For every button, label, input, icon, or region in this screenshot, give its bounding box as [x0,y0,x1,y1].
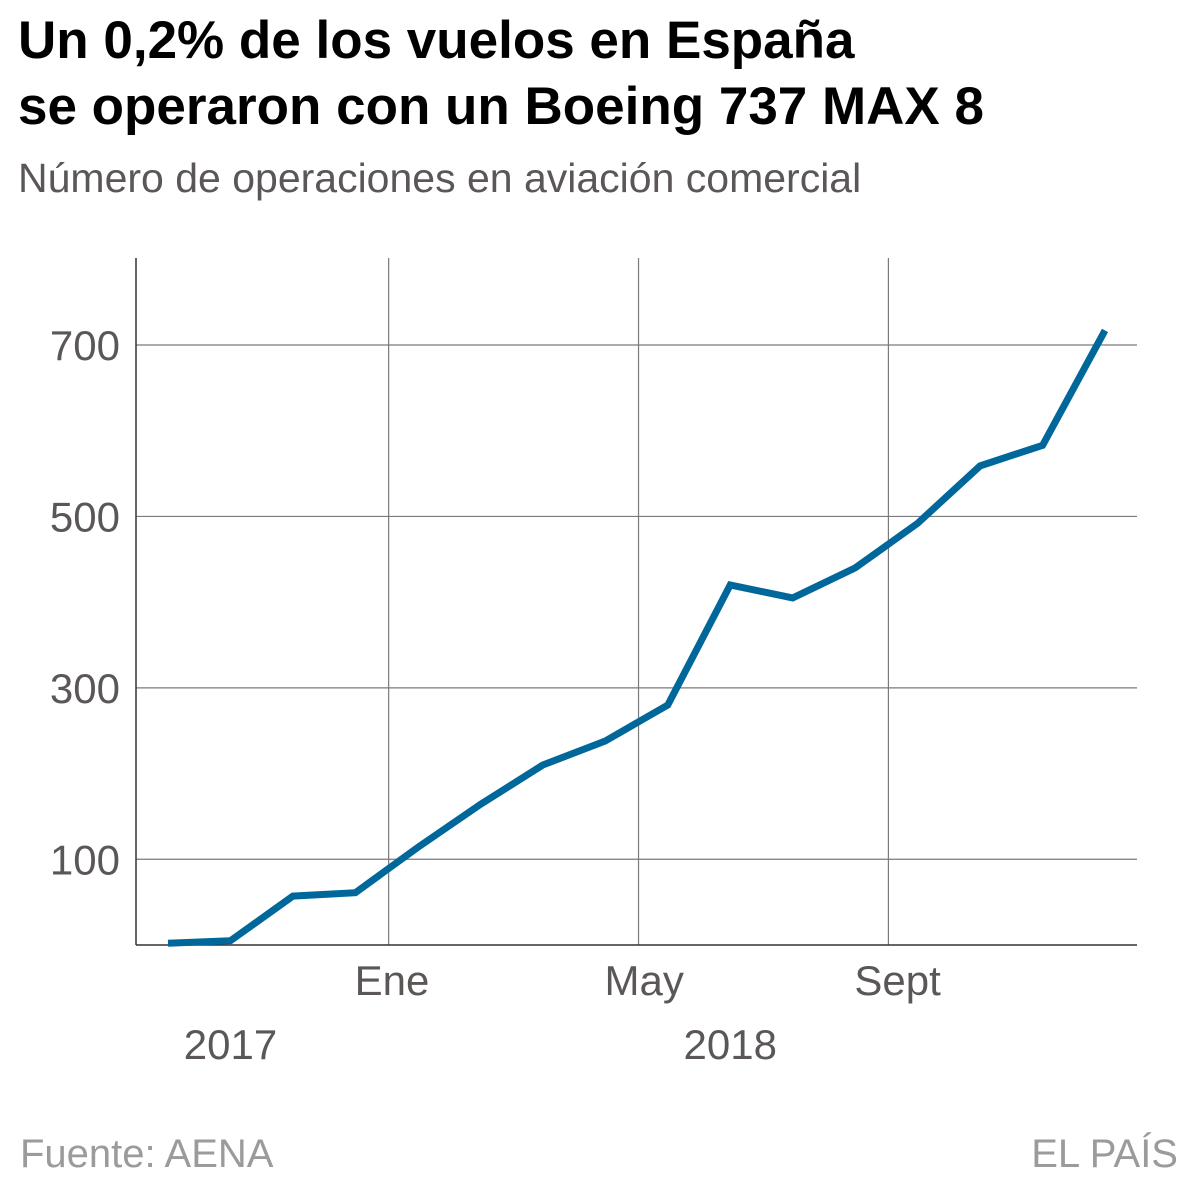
year-labels: 2017 2018 [184,1021,777,1068]
x-tick-label: Sept [854,957,941,1004]
title-line-1: Un 0,2% de los vuelos en España [18,11,855,70]
y-tick-label: 500 [50,493,120,540]
chart-subtitle: Número de operaciones en aviación comerc… [18,155,862,201]
axes [135,258,1137,946]
y-gridlines [136,344,1137,860]
year-label: 2017 [184,1021,277,1068]
x-tick-label: May [605,957,684,1004]
series-line [167,328,1109,947]
y-tick-label: 300 [50,665,120,712]
year-label: 2018 [684,1021,777,1068]
series-group [167,328,1109,947]
chart-title: Un 0,2% de los vuelos en España se opera… [18,8,984,140]
x-gridlines [388,258,890,945]
y-tick-label: 700 [50,322,120,369]
y-tick-labels: 100 300 500 700 [50,322,120,883]
x-tick-label: Ene [355,957,430,1004]
x-tick-labels: Ene May Sept [355,957,941,1004]
brand-logo-text: EL PAÍS [1031,1132,1178,1176]
title-line-2: se operaron con un Boeing 737 MAX 8 [18,77,984,136]
y-tick-label: 100 [50,836,120,883]
source-note: Fuente: AENA [20,1132,274,1176]
